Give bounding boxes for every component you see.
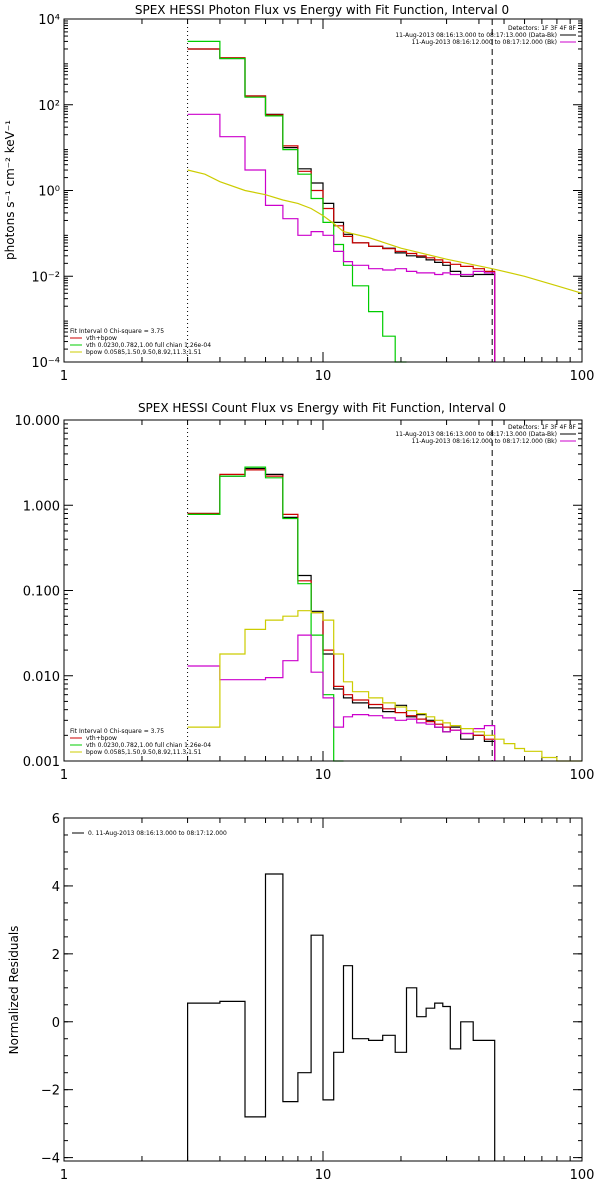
fit-legend-header: Fit Interval 0 Chi-square = 3.75 [70,728,164,735]
legend-data-bk-label: 11-Aug-2013 08:16:13.000 to 08:17:13.000… [395,431,557,438]
legend-bk-label: 11-Aug-2013 08:16:12.000 to 08:17:12.000… [412,438,557,445]
photon-flux-fit-legend: Fit Interval 0 Chi-square = 3.75 vth+bpo… [70,328,211,356]
count-flux-panel: SPEX HESSI Count Flux vs Energy with Fit… [15,401,595,783]
fit-legend-vth-bpow-label: vth+bpow [86,335,117,342]
y-tick-label: 4 [52,880,60,895]
series-bpow-histogram [187,169,583,294]
residuals-axes-frame [63,817,583,1162]
x-tick-label: 1 [60,768,68,783]
x-tick-label: 100 [570,369,595,384]
y-tick-label: 0 [52,1016,60,1031]
y-tick-label: 10.000 [15,414,61,429]
count-flux-axes-frame [63,419,583,762]
legend-detectors-label: Detectors: 1F 3F 4F 8F [508,25,577,32]
legend-data-bk-label: 11-Aug-2013 08:16:13.000 to 08:17:13.000… [395,32,557,39]
y-tick-label: 10⁴ [38,13,60,28]
y-tick-label: 10² [38,99,60,114]
series-bk-histogram [187,113,496,362]
series-vth-bpow-histogram [187,48,496,362]
series-vth-histogram [187,40,407,363]
x-tick-label: 10 [315,1168,332,1183]
y-tick-label: −2 [41,1084,60,1099]
legend-bk-label: 11-Aug-2013 08:16:12.000 to 08:17:12.000… [412,39,557,46]
series-bpow-histogram [187,610,582,762]
count-flux-fit-legend: Fit Interval 0 Chi-square = 3.75 vth+bpo… [70,728,211,756]
series-data-bk-histogram [187,467,496,761]
legend-detectors-label: Detectors: 1F 3F 4F 8F [508,424,577,431]
count-flux-title: SPEX HESSI Count Flux vs Energy with Fit… [138,401,506,415]
fit-legend-bpow-label: bpow 0.0585,1.50,9.50,8.92,11.3,1.51 [86,349,202,356]
photon-flux-axes-frame [63,18,583,363]
photon-flux-legend: Detectors: 1F 3F 4F 8F 11-Aug-2013 08:16… [395,25,576,46]
photon-flux-panel: SPEX HESSI Photon Flux vs Energy with Fi… [3,3,594,384]
series-vth-bpow-histogram [187,469,496,761]
photon-flux-ylabel: photons s⁻¹ cm⁻² keV⁻¹ [3,120,17,260]
series-0-11-aug-2013-08-16-13-000-to-08-17-12-000-histogram [187,873,496,1161]
y-tick-label: 10⁻⁴ [31,356,60,371]
photon-flux-title: SPEX HESSI Photon Flux vs Energy with Fi… [135,3,509,17]
count-flux-plot-area: 1 10 100 0.001 0.010 0.100 1.000 10.000 [15,414,595,783]
x-tick-label: 1 [60,369,68,384]
fit-legend-vth-bpow-label: vth+bpow [86,735,117,742]
series-data-bk-histogram [187,48,496,362]
y-tick-label: 1.000 [23,499,60,514]
residuals-legend-label: 0. 11-Aug-2013 08:16:13.000 to 08:17:12.… [88,830,227,837]
x-tick-label: 100 [570,1168,595,1183]
residuals-ylabel: Normalized Residuals [7,926,21,1055]
residuals-panel: Normalized Residuals 1 10 100 −4 −2 0 2 4 6 0. 1… [7,812,594,1183]
y-tick-label: 2 [52,948,60,963]
y-tick-label: 10⁻² [31,270,60,285]
fit-legend-vth-label: vth 0.0230,0.782,1.00 full chian 1.26e-0… [86,342,211,349]
x-tick-label: 10 [315,768,332,783]
y-tick-label: 6 [52,812,60,827]
fit-legend-bpow-label: bpow 0.0585,1.50,9.50,8.92,11.3,1.51 [86,749,202,756]
y-tick-label: 0.001 [23,755,60,770]
residuals-legend: 0. 11-Aug-2013 08:16:13.000 to 08:17:12.… [72,830,227,837]
series-vth-histogram [187,466,344,762]
x-tick-label: 1 [60,1168,68,1183]
photon-flux-plot-area: 1 10 100 10⁻⁴ 10⁻² 10⁰ 10² 10⁴ [31,13,594,384]
residuals-plot-area: 1 10 100 −4 −2 0 2 4 6 [41,812,595,1183]
y-tick-label: 0.100 [23,585,60,600]
x-tick-label: 10 [315,369,332,384]
count-flux-legend: Detectors: 1F 3F 4F 8F 11-Aug-2013 08:16… [395,424,576,445]
y-tick-label: 10⁰ [38,185,60,200]
y-tick-label: −4 [41,1152,60,1167]
fit-legend-header: Fit Interval 0 Chi-square = 3.75 [70,328,164,335]
x-tick-label: 100 [570,768,595,783]
y-tick-label: 0.010 [23,670,60,685]
fit-legend-vth-label: vth 0.0230,0.782,1.00 full chian 1.26e-0… [86,742,211,749]
series-bk-histogram [187,634,496,761]
